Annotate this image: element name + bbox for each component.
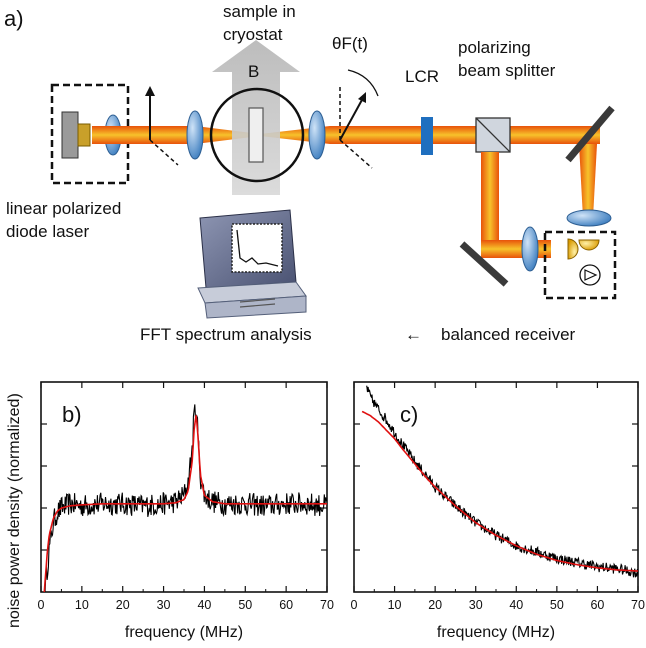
lcr-label: LCR [405, 67, 439, 86]
x-tick-label: 0 [38, 598, 45, 612]
rotated-polarization-arrow [339, 97, 364, 141]
beam-splitter-diagonal [475, 117, 511, 153]
chart-c: 0 10 20 30 40 50 60 70 c) frequency (MHz) [351, 381, 645, 641]
pbs-label-line1: polarizing [458, 38, 531, 57]
photodiode-1-icon [567, 238, 579, 260]
pbs-label-line2: beam splitter [458, 61, 556, 80]
chart-c-panel-label: c) [400, 402, 418, 427]
receiver-label: balanced receiver [441, 325, 576, 344]
x-tick-label: 30 [157, 598, 171, 612]
laser-diode-body [61, 111, 79, 159]
setup-diagram: a) B sample in cryostat θF(t) [4, 2, 617, 344]
balanced-receiver-box [543, 230, 617, 300]
x-tick-label: 70 [320, 598, 334, 612]
field-label: B [248, 62, 259, 81]
chart-c-frame [353, 381, 639, 593]
polarization-arrowhead-1 [145, 86, 155, 96]
rotated-polarization-arrowhead [358, 92, 366, 103]
fit-curve-b [43, 415, 327, 593]
x-tick-label: 70 [631, 598, 645, 612]
chart-b: 0 10 20 30 40 50 60 70 b) frequency (MHz) [38, 381, 334, 641]
chart-c-x-label: frequency (MHz) [437, 624, 555, 641]
lcr-icon [421, 117, 433, 155]
x-tick-label: 50 [550, 598, 564, 612]
polarization-axis-1 [149, 139, 179, 166]
panel-label-a: a) [4, 6, 24, 31]
laser-label-line1: linear polarized [6, 199, 121, 218]
cryostat-icon [209, 87, 305, 183]
mirror-lower-icon [459, 241, 509, 287]
fit-curve-c [361, 410, 638, 572]
sample-label-line1: sample in [223, 2, 296, 21]
computer-icon [197, 209, 307, 319]
chart-b-x-label: frequency (MHz) [125, 624, 243, 641]
y-axis-label: noise power density (normalized) [6, 393, 23, 628]
x-tick-label: 0 [351, 598, 358, 612]
x-tick-label: 10 [388, 598, 402, 612]
receiver-lens-2-icon [566, 209, 612, 227]
x-tick-label: 60 [590, 598, 604, 612]
laser-label-line2: diode laser [6, 222, 90, 241]
receiver-arrow: ← [405, 325, 422, 344]
amplifier-triangle [584, 269, 598, 281]
beam-to-detector-1 [481, 240, 551, 258]
focus-lens-icon [186, 110, 204, 160]
x-tick-label: 20 [116, 598, 130, 612]
fft-label: FFT spectrum analysis [140, 325, 312, 344]
faraday-angle-label: θF(t) [332, 34, 368, 53]
beam-split-down [481, 152, 499, 250]
x-tick-label: 40 [197, 598, 211, 612]
x-tick-label: 20 [428, 598, 442, 612]
collection-lens-icon [308, 110, 326, 160]
chart-b-panel-label: b) [62, 402, 82, 427]
laser-diode-head [77, 123, 91, 147]
beam-to-detector-2 [579, 144, 597, 218]
x-tick-label: 30 [469, 598, 483, 612]
receiver-lens-1-icon [521, 226, 539, 272]
mirror-right-icon [565, 105, 615, 163]
beam-laser [92, 126, 117, 144]
polarization-axis-2 [339, 139, 373, 169]
sample-icon [248, 107, 264, 163]
measured-trace-b [44, 404, 328, 593]
x-tick-label: 10 [75, 598, 89, 612]
rotation-angle-arc [347, 69, 379, 97]
x-tick-label: 50 [238, 598, 252, 612]
photodiode-2-icon [578, 239, 600, 251]
x-tick-label: 60 [279, 598, 293, 612]
x-tick-label: 40 [509, 598, 523, 612]
sample-label-line2: cryostat [223, 25, 283, 44]
